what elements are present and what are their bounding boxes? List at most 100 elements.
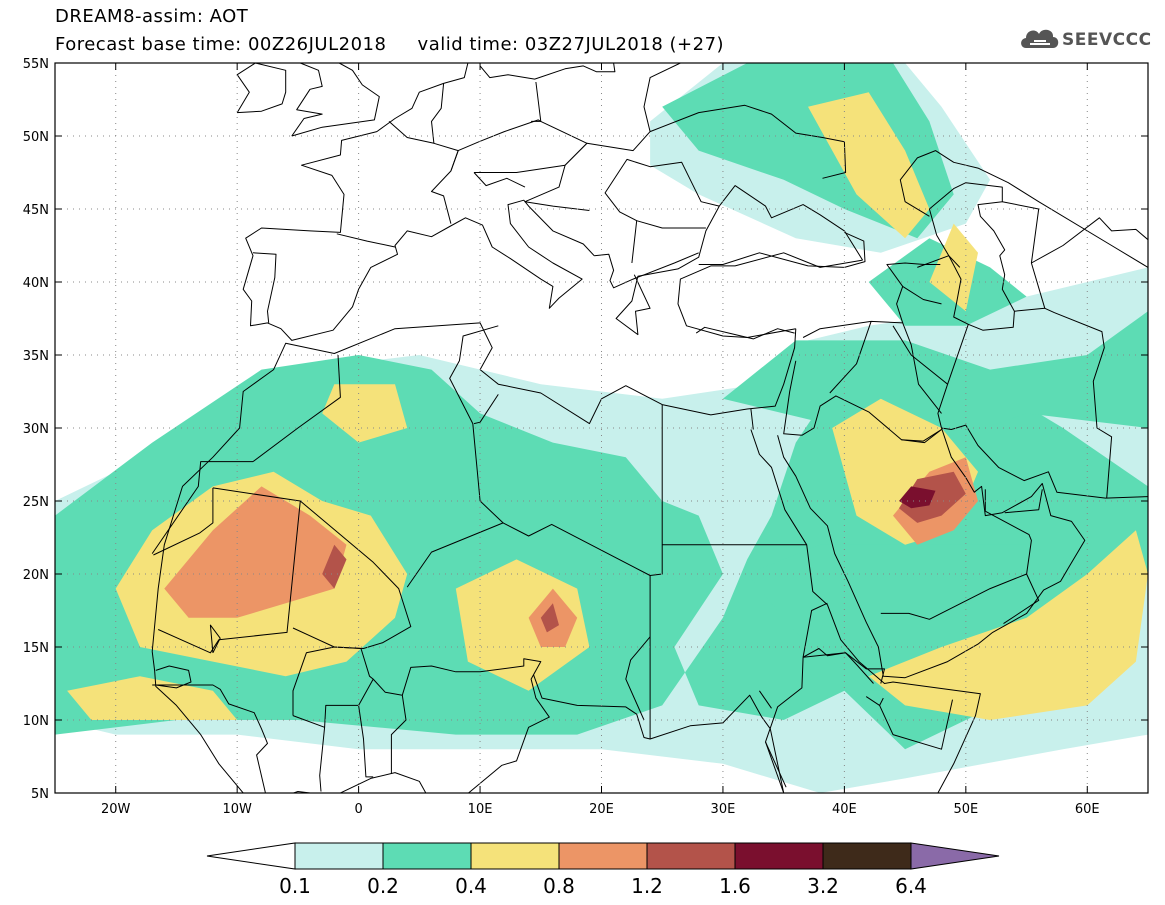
lat-label: 40N xyxy=(23,276,49,291)
coastline-2 xyxy=(677,252,863,338)
aot-contour-level-2-area-2 xyxy=(722,311,1148,443)
border-21 xyxy=(901,429,942,444)
border-24 xyxy=(1014,307,1113,499)
colorbar: 0.1 0.2 0.4 0.8 1.2 1.6 3.2 6.4 xyxy=(206,842,1000,898)
coastlines xyxy=(151,63,1148,793)
border-18 xyxy=(802,320,872,338)
coastline-5 xyxy=(291,63,380,137)
border-29 xyxy=(631,220,706,264)
aot-contour-level-3-area-8 xyxy=(929,223,978,312)
border-16 xyxy=(783,360,802,436)
seevccc-logo xyxy=(1018,22,1153,56)
lon-label: 20E xyxy=(589,802,614,817)
border-54 xyxy=(947,324,969,385)
map-axes: 55N 50N 45N 40N 35N 30N 25N 20N 15N 10N 5N 20W 10W 0 1… xyxy=(23,57,1148,817)
colorbar-level-label: 6.4 xyxy=(895,874,927,898)
lon-label: 40E xyxy=(832,802,857,817)
border-8 xyxy=(473,394,499,425)
lat-label: 10N xyxy=(23,714,49,729)
border-42 xyxy=(401,658,550,793)
colorbar-level-label: 0.4 xyxy=(455,874,487,898)
coastline-4 xyxy=(242,63,595,341)
colorbar-level-label: 0.1 xyxy=(279,874,311,898)
logo-text: SEEVCCC xyxy=(1062,30,1152,50)
border-52 xyxy=(879,699,953,750)
lon-label: 50E xyxy=(953,802,978,817)
lat-label: 15N xyxy=(23,641,49,656)
border-1 xyxy=(252,354,341,463)
coastline-16 xyxy=(151,651,244,793)
border-22 xyxy=(880,573,1040,625)
border-53 xyxy=(765,741,787,788)
map-grid xyxy=(55,63,1148,793)
coastline-3 xyxy=(615,185,864,336)
border-32 xyxy=(649,104,847,179)
coastline-7 xyxy=(236,63,287,114)
coastline-1 xyxy=(151,322,797,652)
lon-label: 60E xyxy=(1075,802,1100,817)
coastline-12 xyxy=(777,424,1148,679)
colorbar-segment xyxy=(294,842,384,870)
border-44 xyxy=(758,690,772,709)
colorbar-segment xyxy=(382,842,472,870)
colorbar-level-label: 0.8 xyxy=(543,874,575,898)
border-28 xyxy=(594,252,699,289)
lat-label: 35N xyxy=(23,349,49,364)
border-14 xyxy=(803,652,874,684)
coastline-9 xyxy=(698,231,866,268)
colorbar-level-label: 1.2 xyxy=(631,874,663,898)
lat-label: 55N xyxy=(23,57,49,72)
border-41 xyxy=(292,678,407,774)
border-47 xyxy=(292,646,374,716)
aot-contour-level-4-area-1 xyxy=(164,486,347,618)
border-6 xyxy=(406,522,651,721)
colorbar-segment xyxy=(734,842,824,870)
aot-contour-level-3-area-7 xyxy=(808,92,930,239)
aot-contour-level-6-area-1 xyxy=(899,486,936,509)
lat-label: 20N xyxy=(23,568,49,583)
colorbar-segment xyxy=(558,842,648,870)
colorbar-high-arrow xyxy=(910,842,1000,870)
coastline-13 xyxy=(750,408,754,430)
lon-label: 10E xyxy=(468,802,493,817)
coastline-11 xyxy=(750,429,981,793)
lat-label: 5N xyxy=(31,787,49,802)
lat-label: 50N xyxy=(23,130,49,145)
border-3 xyxy=(153,487,214,556)
map-title: DREAM8-assim: AOT xyxy=(55,6,249,27)
colorbar-level-label: 1.6 xyxy=(719,874,751,898)
coastline-18 xyxy=(899,150,1148,268)
border-38 xyxy=(336,233,396,248)
border-33 xyxy=(431,119,588,224)
lon-label: 30E xyxy=(711,802,736,817)
border-15 xyxy=(801,395,942,442)
lon-label: 20W xyxy=(101,802,131,817)
border-46 xyxy=(209,624,221,654)
border-26 xyxy=(1002,201,1040,264)
colorbar-segment xyxy=(822,842,912,870)
coastline-10 xyxy=(695,326,795,340)
border-55 xyxy=(1004,489,1043,514)
colorbar-level-label: 0.2 xyxy=(367,874,399,898)
border-20 xyxy=(886,262,941,287)
colorbar-level-label: 3.2 xyxy=(807,874,839,898)
border-37 xyxy=(531,81,542,122)
border-30 xyxy=(604,158,720,222)
colorbar-segment xyxy=(646,842,736,870)
border-12 xyxy=(765,657,804,793)
aot-contour-level-5-area-1 xyxy=(322,544,347,589)
border-50 xyxy=(802,648,885,684)
border-2 xyxy=(151,461,253,554)
border-4 xyxy=(157,487,301,654)
border-48 xyxy=(319,727,326,792)
coastline-8 xyxy=(479,63,616,80)
lat-label: 30N xyxy=(23,422,49,437)
colorbar-low-arrow xyxy=(206,842,296,870)
border-39 xyxy=(252,252,277,323)
aot-contour-level-5-area-2 xyxy=(540,603,559,633)
aot-contour-level-3-area-6 xyxy=(868,530,1148,720)
aot-contour-level-3-area-4 xyxy=(455,559,590,691)
border-49 xyxy=(358,705,374,778)
border-27 xyxy=(917,255,961,268)
